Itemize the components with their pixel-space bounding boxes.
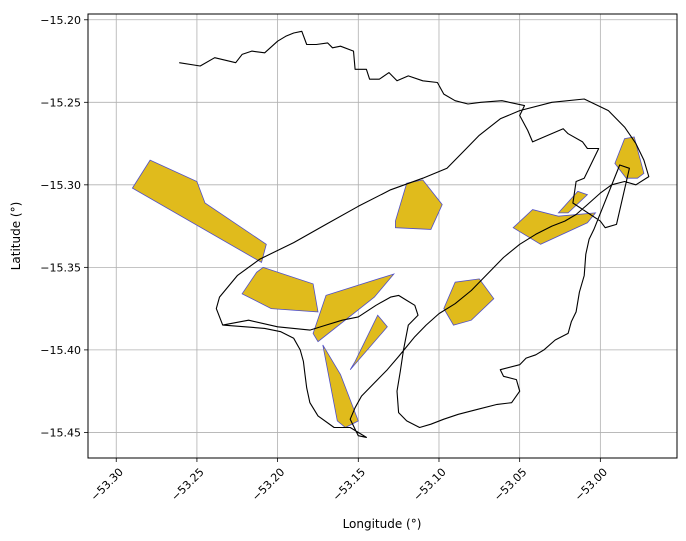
field-polygon-f8	[512, 209, 597, 245]
y-tick-label: −15.35	[40, 261, 81, 274]
x-tick-label: −53.00	[572, 466, 610, 504]
x-tick-label: −53.30	[88, 466, 126, 504]
y-tick-label: −15.40	[40, 344, 81, 357]
grid-lines	[88, 14, 677, 458]
x-tick-label: −53.20	[249, 466, 287, 504]
boundary-line	[179, 30, 650, 438]
field-polygon-f1	[131, 159, 267, 264]
x-tick-label: −53.15	[330, 466, 368, 504]
x-ticks: −53.30 −53.25 −53.20 −53.15 −53.10 −53.05 −53.…	[88, 458, 610, 504]
field-polygon-f4	[322, 344, 359, 428]
field-polygon-f5	[349, 314, 388, 370]
y-tick-label: −15.30	[40, 179, 81, 192]
x-tick-label: −53.05	[491, 466, 529, 504]
field-polygon-f7	[443, 278, 495, 326]
y-axis-label: Latitude (°)	[9, 202, 23, 271]
field-polygons	[131, 136, 645, 428]
field-polygon-f2	[241, 266, 319, 313]
boundary-outline	[179, 30, 650, 438]
field-polygon-f6	[394, 179, 443, 230]
y-tick-label: −15.20	[40, 14, 81, 27]
x-tick-label: −53.10	[411, 466, 449, 504]
y-ticks: −15.20 −15.25 −15.30 −15.35 −15.40 −15.45	[40, 14, 88, 439]
x-axis-label: Longitude (°)	[343, 517, 422, 531]
field-polygon-f10	[614, 136, 645, 179]
x-tick-label: −53.25	[169, 466, 207, 504]
y-tick-label: −15.25	[40, 96, 81, 109]
y-tick-label: −15.45	[40, 426, 81, 439]
plot-frame	[87, 13, 678, 459]
